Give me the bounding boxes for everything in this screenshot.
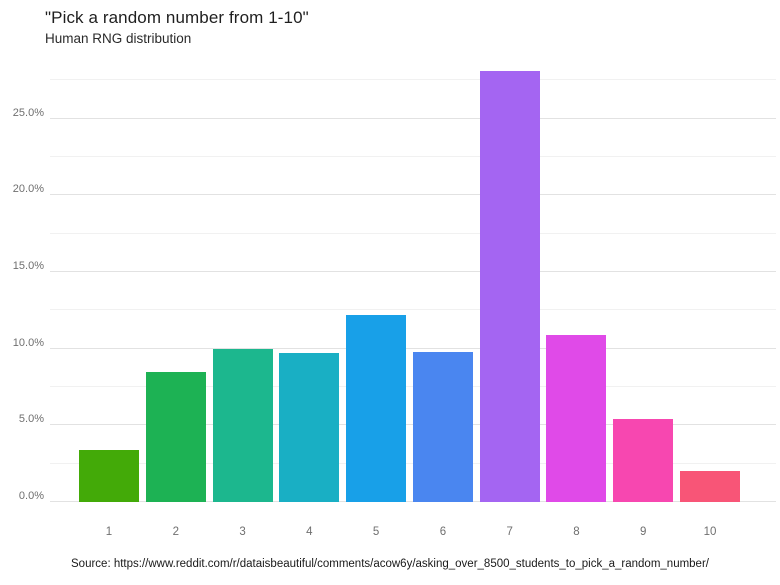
bar-4 [279,353,340,502]
gridline-12.5 [50,309,776,311]
chart-title: "Pick a random number from 1-10" [45,8,309,27]
x-tick-label-2: 2 [172,526,179,538]
bar-3 [212,348,273,502]
x-tick-label-9: 9 [640,526,647,538]
bar-10 [680,471,741,502]
plot-area: 0.0% 5.0% 10.0% 15.0% 20.0% 25.0% 1 2 3 4 5 6 7 8 9 10 [13,65,776,538]
x-tick-label-1: 1 [105,526,113,538]
gridline-17.5 [50,232,776,234]
y-tick-label-15: 15.0% [12,260,44,272]
gridline-25 [50,117,776,119]
bar-9 [613,419,674,502]
x-tick-label-5: 5 [372,526,380,538]
x-tick-label-10: 10 [703,526,717,538]
gridline-15 [50,271,776,272]
bar-7 [479,71,540,502]
bar-8 [546,334,607,502]
gridline-27.5 [50,79,776,81]
source-caption: Source: https://www.reddit.com/r/dataisb… [71,558,709,570]
y-tick-label-0: 0.0% [18,490,44,502]
x-tick-label-4: 4 [306,526,313,538]
y-tick-label-20: 20.0% [12,183,44,196]
y-tick-label-5: 5.0% [18,413,44,426]
bar-1 [79,449,139,502]
bar-5 [346,314,407,502]
x-tick-label-3: 3 [239,526,246,538]
x-tick-label-7: 7 [506,526,513,538]
x-tick-label-8: 8 [573,526,580,538]
x-tick-label-6: 6 [439,526,447,538]
bar-2 [145,371,206,502]
bar-6 [412,351,473,502]
y-tick-label-10: 10.0% [12,336,44,349]
gridline-10 [50,347,776,349]
chart-subtitle: Human RNG distribution [45,31,192,46]
gridline-20 [50,194,776,196]
y-tick-label-25: 25.0% [12,106,44,119]
gridline-22.5 [50,156,776,157]
